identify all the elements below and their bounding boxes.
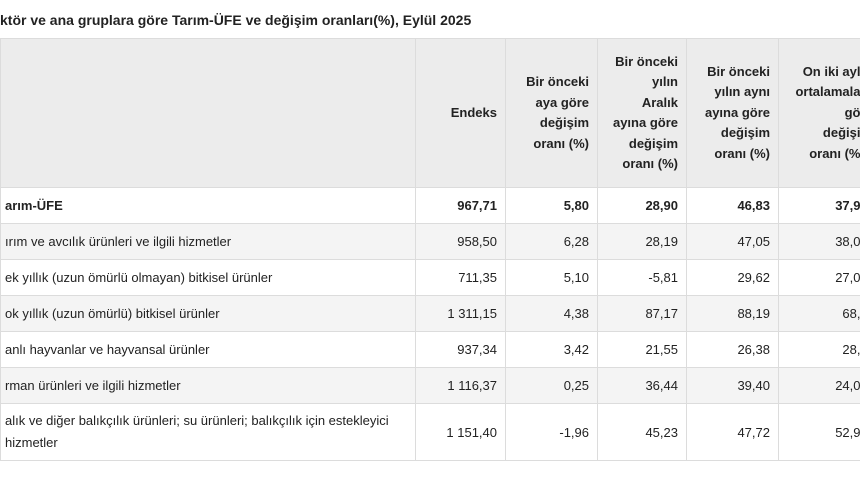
row-label: ırım ve avcılık ürünleri ve ilgili hizme… bbox=[0, 223, 416, 260]
header-line: değişim bbox=[628, 135, 678, 151]
header-row: Endeks Bir önceki aya göre değişim oranı (%)… bbox=[0, 38, 860, 188]
header-cell: Bir önceki yılın Aralık ayına göre değişim or… bbox=[597, 38, 687, 188]
cell: 958,50 bbox=[415, 223, 506, 260]
header-line: değişim bbox=[539, 115, 589, 130]
cell: 0,25 bbox=[505, 367, 598, 404]
table-title: ktör ve ana gruplara göre Tarım-ÜFE ve d… bbox=[0, 12, 472, 28]
cell: 1 311,15 bbox=[415, 295, 506, 332]
cell: 36,44 bbox=[597, 367, 687, 404]
cell: 29,62 bbox=[686, 259, 779, 296]
cell: 3,42 bbox=[505, 331, 598, 368]
cell: 21,55 bbox=[597, 331, 687, 368]
cell: 47,05 bbox=[686, 223, 779, 260]
cell: 937,34 bbox=[415, 331, 506, 368]
cell: 68, bbox=[778, 295, 860, 332]
cell: 4,38 bbox=[505, 295, 598, 332]
table-row: rman ürünleri ve ilgili hizmetler 1 116,3… bbox=[0, 367, 860, 404]
row-label: ok yıllık (uzun ömürlü) bitkisel ürünler bbox=[0, 295, 416, 332]
header-line: Aralık bbox=[641, 94, 678, 110]
cell: 5,80 bbox=[505, 187, 598, 224]
table-row: ek yıllık (uzun ömürlü olmayan) bitkisel… bbox=[0, 259, 860, 296]
header-line: aya göre bbox=[535, 94, 589, 110]
header-line: ayına göre bbox=[612, 115, 678, 130]
cell: 28,19 bbox=[597, 223, 687, 260]
cell: 24,0 bbox=[778, 367, 860, 404]
header-line: Bir önceki bbox=[707, 63, 770, 79]
header-cell: On iki ayl ortalamala gö değişi oranı (% bbox=[778, 38, 860, 188]
cell: -1,96 bbox=[505, 403, 598, 461]
header-line: Bir önceki bbox=[526, 74, 589, 89]
cell: 47,72 bbox=[686, 403, 779, 461]
table-row: alık ve diğer balıkçılık ürünleri; su ür… bbox=[0, 403, 860, 461]
row-label: arım-ÜFE bbox=[0, 187, 416, 224]
cell: 711,35 bbox=[415, 259, 506, 296]
cell: 6,28 bbox=[505, 223, 598, 260]
cell: 5,10 bbox=[505, 259, 598, 296]
header-line: oranı (%) bbox=[714, 145, 770, 161]
header-line: gö bbox=[844, 104, 860, 120]
data-table: Endeks Bir önceki aya göre değişim oranı (%)… bbox=[0, 38, 860, 461]
cell: 39,40 bbox=[686, 367, 779, 404]
header-line: On iki ayl bbox=[802, 63, 860, 79]
cell: 26,38 bbox=[686, 331, 779, 368]
header-line: oranı (% bbox=[809, 145, 860, 161]
header-cell: Bir önceki aya göre değişim oranı (%) bbox=[505, 38, 598, 188]
header-line: ortalamala bbox=[795, 84, 860, 100]
header-line: oranı (%) bbox=[622, 156, 678, 171]
cell: 967,71 bbox=[415, 187, 506, 224]
cell: 1 151,40 bbox=[415, 403, 506, 461]
cell: 1 116,37 bbox=[415, 367, 506, 404]
cell: 52,9 bbox=[778, 403, 860, 461]
header-line: yılın aynı bbox=[714, 84, 770, 100]
header-cell: Endeks bbox=[415, 38, 506, 188]
header-line: Endeks bbox=[450, 104, 497, 120]
cell: -5,81 bbox=[597, 259, 687, 296]
header-line: değişim bbox=[720, 125, 770, 141]
table-row: anlı hayvanlar ve hayvansal ürünler 937,3… bbox=[0, 331, 860, 368]
header-line: Bir önceki bbox=[615, 53, 678, 69]
header-cell bbox=[0, 38, 416, 188]
cell: 45,23 bbox=[597, 403, 687, 461]
row-label: ek yıllık (uzun ömürlü olmayan) bitkisel… bbox=[0, 259, 416, 296]
cell: 28,90 bbox=[597, 187, 687, 224]
header-line: oranı (%) bbox=[533, 135, 589, 151]
cell: 88,19 bbox=[686, 295, 779, 332]
cell: 27,0 bbox=[778, 259, 860, 296]
row-label: alık ve diğer balıkçılık ürünleri; su ür… bbox=[0, 403, 416, 461]
row-label: anlı hayvanlar ve hayvansal ürünler bbox=[0, 331, 416, 368]
header-line: değişi bbox=[822, 125, 860, 141]
table-row: arım-ÜFE 967,71 5,80 28,90 46,83 37,9 bbox=[0, 187, 860, 224]
header-line: yılın bbox=[651, 74, 678, 89]
table-row: ok yıllık (uzun ömürlü) bitkisel ürünler… bbox=[0, 295, 860, 332]
cell: 46,83 bbox=[686, 187, 779, 224]
table-row: ırım ve avcılık ürünleri ve ilgili hizme… bbox=[0, 223, 860, 260]
header-cell: Bir önceki yılın aynı ayına göre değişim ora… bbox=[686, 38, 779, 188]
row-label: rman ürünleri ve ilgili hizmetler bbox=[0, 367, 416, 404]
cell: 38,0 bbox=[778, 223, 860, 260]
header-line: ayına göre bbox=[704, 104, 770, 120]
cell: 28, bbox=[778, 331, 860, 368]
cell: 37,9 bbox=[778, 187, 860, 224]
cell: 87,17 bbox=[597, 295, 687, 332]
